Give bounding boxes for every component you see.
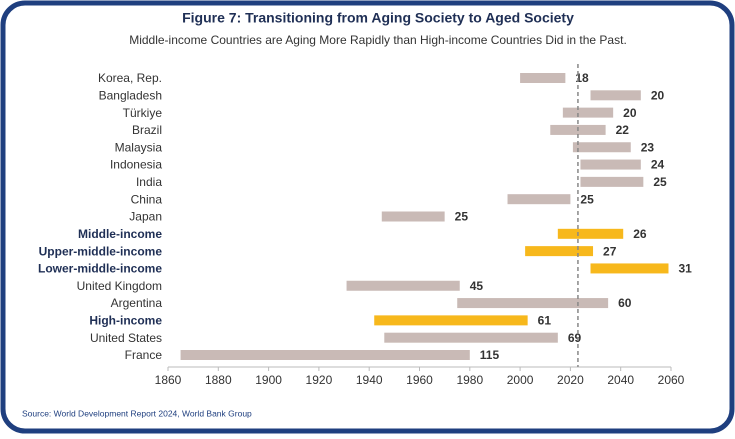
y-tick-label: United States — [90, 331, 162, 345]
x-tick-label: 2040 — [607, 373, 634, 387]
value-label: 25 — [580, 192, 594, 206]
bar — [384, 332, 558, 343]
y-tick-label: High-income — [89, 314, 162, 328]
value-label: 22 — [616, 123, 630, 137]
y-tick-label: Bangladesh — [99, 88, 162, 102]
value-label: 115 — [480, 348, 500, 362]
value-label: 24 — [651, 158, 665, 172]
bar — [580, 176, 644, 187]
y-tick-label: Korea, Rep. — [98, 71, 162, 85]
x-tick-label: 1900 — [255, 373, 282, 387]
bar — [590, 90, 641, 101]
y-tick-label: France — [125, 348, 163, 362]
value-label: 26 — [633, 227, 647, 241]
x-tick-label: 2000 — [507, 373, 534, 387]
bar — [580, 159, 641, 170]
x-tick-label: 2020 — [557, 373, 584, 387]
value-label: 25 — [653, 175, 667, 189]
value-label: 25 — [455, 210, 469, 224]
y-tick-label: Japan — [129, 210, 162, 224]
bar — [374, 315, 528, 326]
y-tick-label: Indonesia — [110, 158, 162, 172]
value-label: 45 — [470, 279, 484, 293]
x-tick-label: 1960 — [406, 373, 433, 387]
value-label: 31 — [678, 262, 692, 276]
y-tick-label: Malaysia — [115, 140, 163, 154]
x-tick-label: 2060 — [658, 373, 685, 387]
x-tick-label: 1980 — [456, 373, 483, 387]
value-label: 23 — [641, 140, 655, 154]
value-label: 60 — [618, 296, 632, 310]
bar — [507, 194, 571, 205]
bar — [381, 211, 445, 222]
value-label: 27 — [603, 244, 617, 258]
value-label: 18 — [575, 71, 589, 85]
bar — [525, 246, 594, 257]
y-tick-label: Upper-middle-income — [39, 244, 163, 258]
y-tick-label: United Kingdom — [77, 279, 162, 293]
y-tick-label: Brazil — [132, 123, 162, 137]
x-tick-label: 1920 — [306, 373, 333, 387]
bar — [562, 107, 614, 118]
bar — [590, 263, 669, 274]
y-tick-label: China — [131, 192, 163, 206]
bar — [180, 350, 470, 360]
y-tick-label: Lower-middle-income — [38, 262, 162, 276]
bar — [457, 298, 609, 309]
bar — [557, 228, 624, 239]
value-label: 20 — [651, 88, 665, 102]
value-label: 20 — [623, 106, 637, 120]
source: Source: World Development Report 2024, W… — [22, 408, 252, 418]
bar — [520, 73, 566, 83]
x-tick-label: 1880 — [205, 373, 232, 387]
x-tick-label: 1940 — [356, 373, 383, 387]
x-tick-label: 1860 — [155, 373, 182, 387]
y-tick-label: Middle-income — [78, 227, 162, 241]
y-tick-label: Argentina — [111, 296, 163, 310]
bar — [572, 142, 631, 153]
chart-subtitle: Middle-income Countries are Aging More R… — [129, 33, 627, 47]
chart-title: Figure 7: Transitioning from Aging Socie… — [182, 10, 574, 26]
y-tick-label: Türkiye — [123, 106, 163, 120]
value-label: 69 — [568, 331, 582, 345]
y-tick-label: India — [136, 175, 162, 189]
bar — [346, 280, 460, 291]
value-label: 61 — [538, 314, 552, 328]
